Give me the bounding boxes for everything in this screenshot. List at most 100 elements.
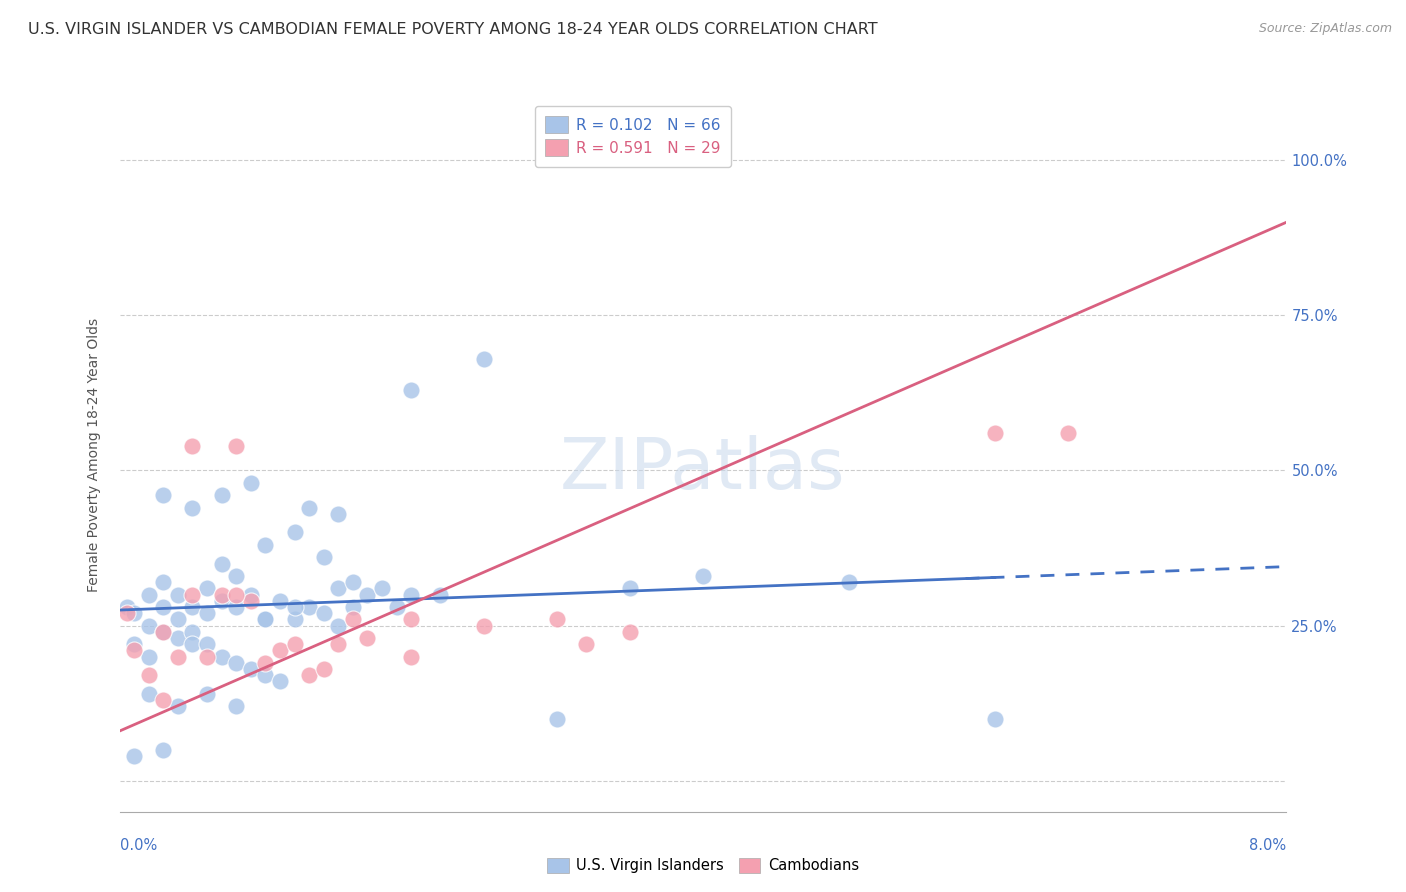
Point [312,662,335,676]
Point [983,712,1005,726]
Point [312,550,335,565]
Text: 0.0%: 0.0% [120,838,156,854]
Point [619,624,641,639]
Point [472,351,495,366]
Point [225,599,247,614]
Point [983,426,1005,441]
Point [239,593,262,607]
Point [328,582,350,596]
Point [328,507,350,521]
Point [195,606,218,620]
Point [385,599,408,614]
Point [1056,426,1078,441]
Point [122,606,145,620]
Point [225,699,247,714]
Point [152,624,174,639]
Point [283,637,307,651]
Point [138,649,160,664]
Point [166,588,188,602]
Point [122,643,145,657]
Text: Source: ZipAtlas.com: Source: ZipAtlas.com [1258,22,1392,36]
Text: U.S. VIRGIN ISLANDER VS CAMBODIAN FEMALE POVERTY AMONG 18-24 YEAR OLDS CORRELATI: U.S. VIRGIN ISLANDER VS CAMBODIAN FEMALE… [28,22,877,37]
Point [166,612,188,626]
Point [181,588,204,602]
Point [838,575,860,590]
Point [312,606,335,620]
Point [166,699,188,714]
Point [138,588,160,602]
Point [328,637,350,651]
Point [166,631,188,645]
Point [692,569,714,583]
Point [254,668,277,682]
Point [195,582,218,596]
Point [181,599,204,614]
Point [211,588,233,602]
Point [122,637,145,651]
Point [181,439,204,453]
Point [254,538,277,552]
Point [152,488,174,502]
Point [342,599,364,614]
Y-axis label: Female Poverty Among 18-24 Year Olds: Female Poverty Among 18-24 Year Olds [87,318,101,592]
Point [225,588,247,602]
Point [181,624,204,639]
Point [298,500,321,515]
Point [239,475,262,490]
Point [225,439,247,453]
Point [254,612,277,626]
Legend: R = 0.102   N = 66, R = 0.591   N = 29: R = 0.102 N = 66, R = 0.591 N = 29 [534,106,731,167]
Point [575,637,598,651]
Point [342,575,364,590]
Point [269,643,291,657]
Point [152,575,174,590]
Point [138,668,160,682]
Point [181,500,204,515]
Point [138,618,160,632]
Point [211,488,233,502]
Point [328,618,350,632]
Point [166,649,188,664]
Point [195,649,218,664]
Point [181,637,204,651]
Point [298,599,321,614]
Point [239,662,262,676]
Point [283,525,307,540]
Point [211,593,233,607]
Text: 8.0%: 8.0% [1250,838,1286,854]
Point [429,588,451,602]
Point [298,668,321,682]
Point [254,612,277,626]
Legend: U.S. Virgin Islanders, Cambodians: U.S. Virgin Islanders, Cambodians [540,850,866,880]
Point [254,656,277,670]
Point [225,656,247,670]
Point [225,569,247,583]
Point [211,649,233,664]
Point [269,674,291,689]
Point [619,582,641,596]
Point [342,612,364,626]
Point [152,599,174,614]
Point [211,557,233,571]
Text: ZIPatlas: ZIPatlas [560,434,846,504]
Point [399,649,422,664]
Point [138,687,160,701]
Point [371,582,394,596]
Point [399,612,422,626]
Point [122,748,145,763]
Point [115,599,138,614]
Point [356,631,378,645]
Point [546,612,568,626]
Point [283,599,307,614]
Point [269,593,291,607]
Point [283,612,307,626]
Point [472,618,495,632]
Point [195,687,218,701]
Point [399,383,422,397]
Point [152,624,174,639]
Point [115,606,138,620]
Point [399,588,422,602]
Point [195,637,218,651]
Point [152,693,174,707]
Point [356,588,378,602]
